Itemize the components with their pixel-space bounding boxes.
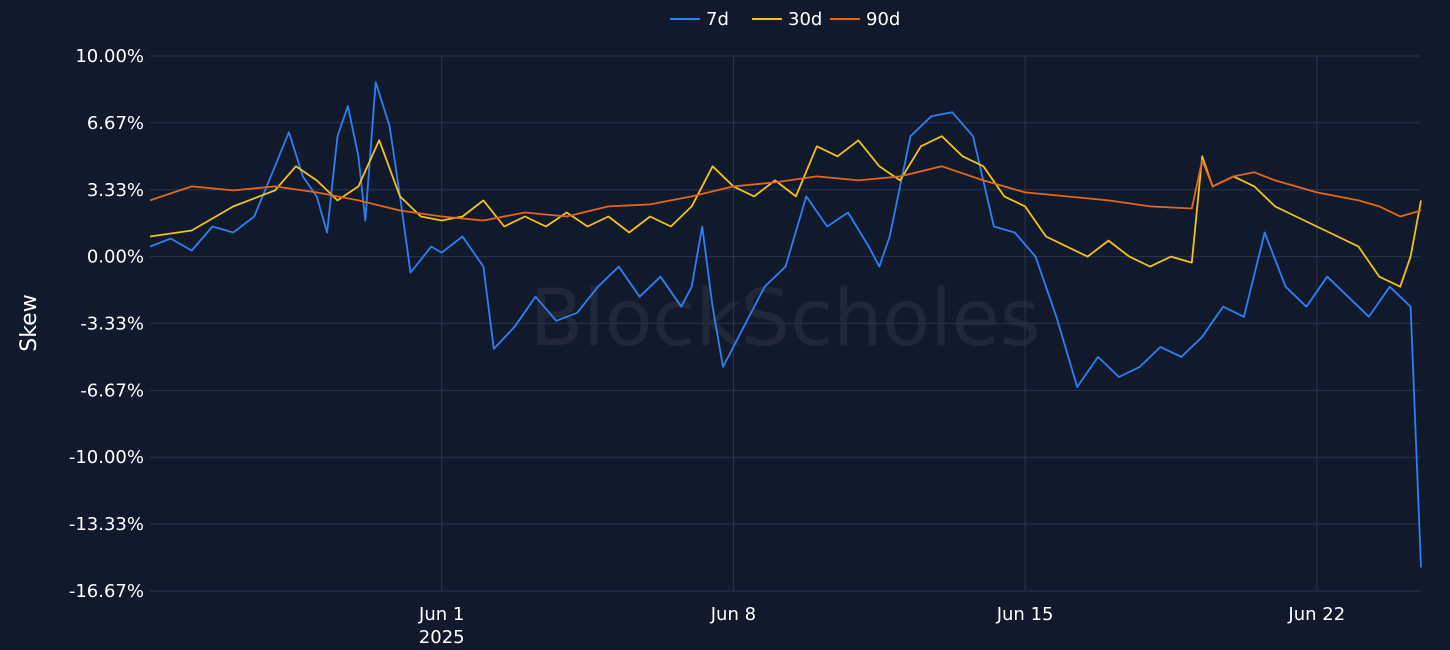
series-line-90d	[149, 159, 1422, 222]
legend: 7d 30d 90d	[670, 9, 900, 30]
y-tick-label: 10.00%	[75, 46, 144, 67]
legend-label-90d: 90d	[866, 9, 900, 30]
legend-label-30d: 30d	[788, 9, 822, 30]
x-tick-sublabel: 2025	[419, 627, 465, 648]
y-axis-ticks: 10.00% 6.67% 3.33% 0.00% -3.33% -6.67% -10.00%…	[69, 46, 144, 602]
y-tick-label: -13.33%	[69, 514, 144, 535]
chart-watermark: BlockScholes	[530, 274, 1041, 364]
y-tick-label: 6.67%	[87, 113, 144, 134]
y-tick-label: -16.67%	[69, 581, 144, 602]
y-tick-label: -10.00%	[69, 447, 144, 468]
x-tick-label: Jun 22	[1287, 604, 1345, 625]
series-line-7d	[149, 81, 1422, 568]
x-tick-label: Jun 8	[710, 604, 756, 625]
x-tick-label: Jun 15	[996, 604, 1054, 625]
y-tick-label: -3.33%	[80, 313, 144, 334]
legend-label-7d: 7d	[706, 9, 729, 30]
y-tick-label: -6.67%	[80, 380, 144, 401]
y-axis-title: Skew	[17, 294, 42, 351]
y-tick-label: 3.33%	[87, 180, 144, 201]
series-layer	[149, 81, 1422, 568]
x-tick-label: Jun 1	[418, 604, 464, 625]
y-tick-label: 0.00%	[87, 247, 144, 268]
